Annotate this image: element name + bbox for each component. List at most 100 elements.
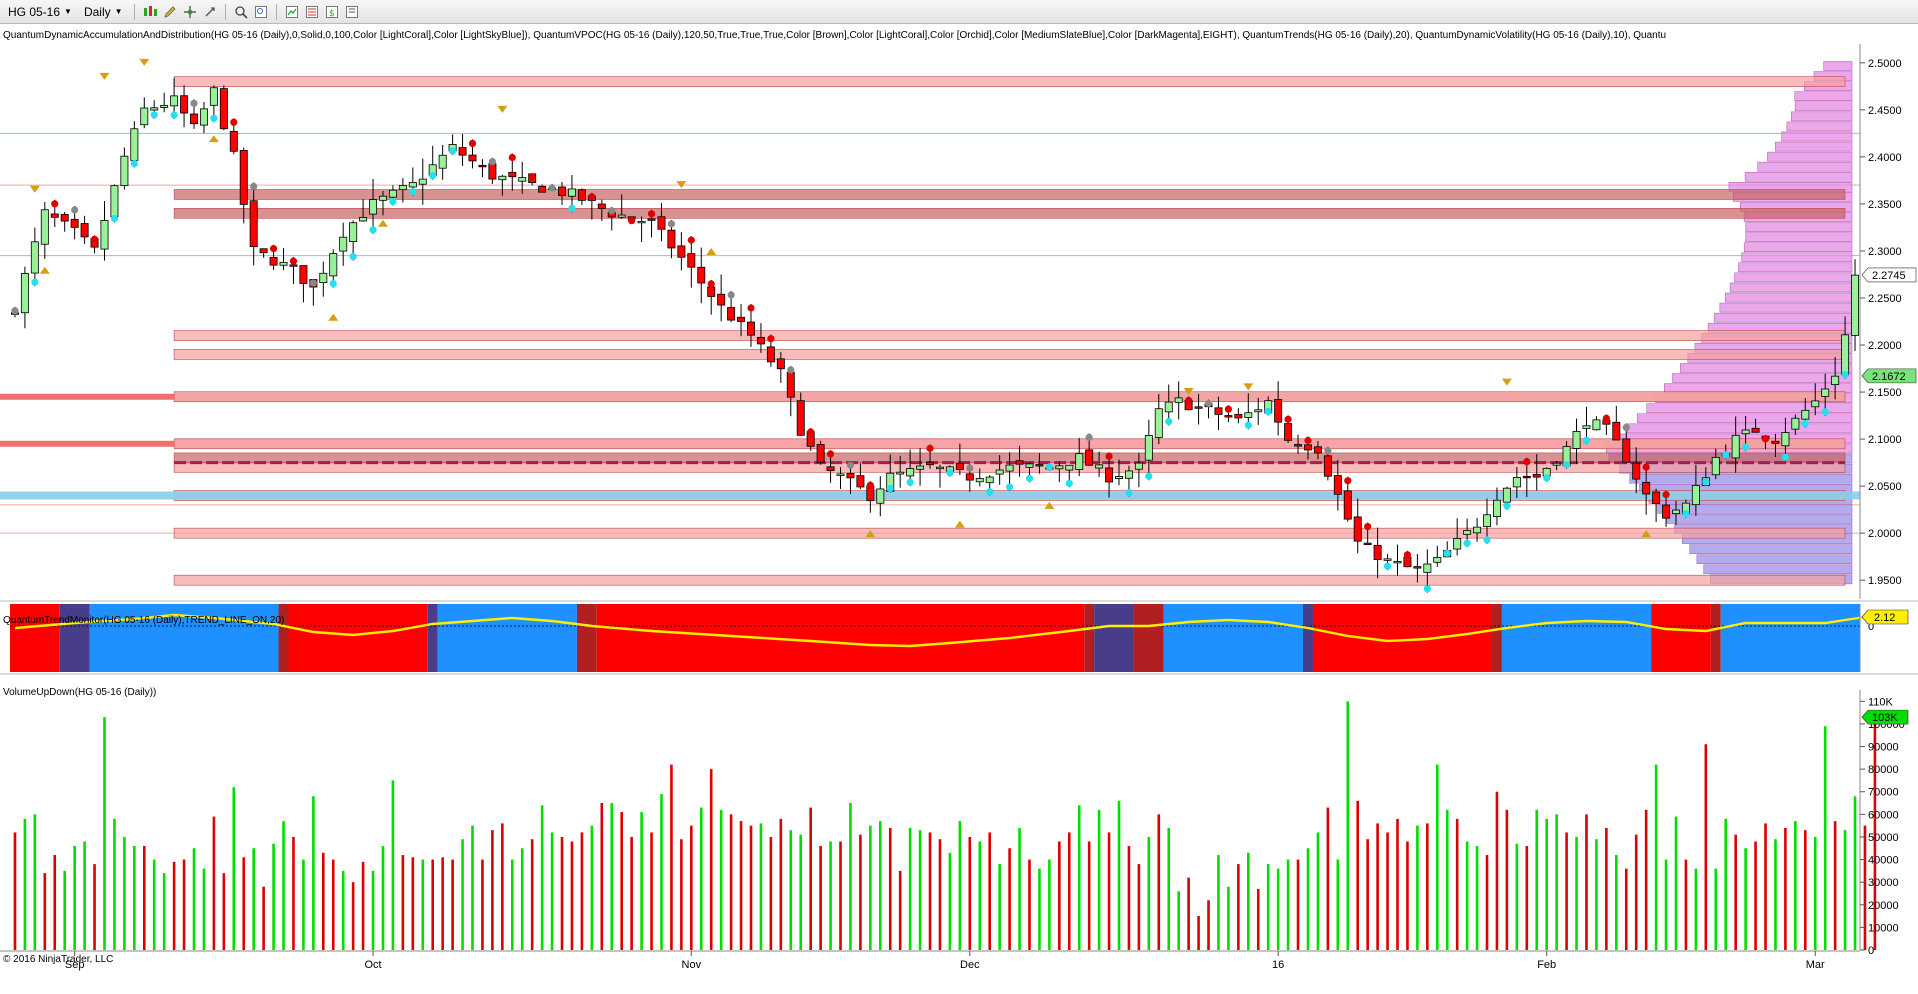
trend-dot: [1304, 436, 1312, 445]
up-candle: [20, 273, 29, 314]
volume-bar: [660, 794, 663, 950]
up-candle: [518, 177, 527, 182]
price-tick-label: 2.0000: [1868, 528, 1902, 540]
signal-arrow: [954, 520, 965, 528]
up-candle: [1582, 425, 1591, 429]
volume-panel[interactable]: 110K100000900008000070000600005000040000…: [13, 690, 1909, 957]
up-candle: [1075, 453, 1084, 470]
profile-bar: [1734, 272, 1853, 283]
volume-bar: [481, 859, 484, 950]
volume-bar: [341, 870, 345, 950]
profile-bar: [1627, 423, 1853, 434]
volume-bar: [888, 827, 892, 950]
down-candle: [1413, 566, 1422, 569]
down-candle: [558, 186, 566, 196]
volume-bar: [83, 841, 86, 950]
up-candle: [975, 478, 984, 483]
volume-bar: [1664, 859, 1668, 950]
volume-bar: [779, 818, 783, 950]
volume-bar: [451, 859, 454, 950]
up-candle: [359, 217, 368, 222]
volume-bar: [1555, 814, 1558, 950]
volume-bar: [1276, 868, 1280, 950]
trend-segment: [59, 604, 90, 672]
instrument-selector[interactable]: HG 05-16 ▼: [4, 3, 76, 21]
down-candle: [70, 218, 79, 228]
up-candle: [876, 488, 885, 504]
up-candle: [418, 178, 427, 185]
profile-bar: [1646, 403, 1853, 414]
up-candle: [40, 209, 49, 245]
volume-bar: [1127, 846, 1131, 950]
period-selector[interactable]: Daily ▼: [80, 3, 127, 21]
profile-bar: [1724, 292, 1853, 303]
profile-bar: [1757, 161, 1853, 172]
down-candle: [1353, 516, 1362, 542]
indicator-icon[interactable]: $: [324, 4, 340, 20]
down-candle: [508, 171, 517, 178]
data-box-icon[interactable]: [304, 4, 320, 20]
volume-bar: [600, 803, 604, 950]
signal-arrow: [377, 219, 388, 227]
volume-bar: [1356, 800, 1360, 950]
volume-bar: [819, 846, 822, 950]
volume-bar: [809, 807, 812, 950]
up-candle: [339, 236, 348, 252]
profile-bar: [1786, 121, 1853, 132]
down-candle: [597, 203, 606, 209]
volume-tick-label: 20000: [1868, 900, 1899, 912]
volume-bar: [1227, 886, 1230, 950]
trend-segment: [1133, 604, 1164, 672]
template-icon[interactable]: [344, 4, 360, 20]
up-candle: [1691, 485, 1700, 506]
trend-dot: [1781, 453, 1790, 461]
trend-dot: [51, 200, 59, 208]
down-candle: [458, 147, 467, 156]
signal-arrow: [706, 247, 717, 255]
trend-dot: [946, 469, 954, 477]
trend-dot: [329, 279, 337, 288]
trend-dot: [468, 139, 477, 147]
volume-bar: [53, 855, 57, 950]
up-candle: [1005, 464, 1014, 472]
volume-bar: [411, 857, 415, 950]
chart-area[interactable]: 2.5000 2.4500 2.4000 2.3500 2.3000 2.2500 2.20…: [0, 24, 1918, 994]
sr-band: [0, 440, 175, 447]
volume-bar: [680, 839, 683, 950]
up-candle: [1254, 409, 1263, 413]
volume-bar: [789, 830, 793, 950]
volume-bar: [1644, 809, 1648, 950]
volume-bar: [391, 780, 395, 950]
volume-bar: [1435, 764, 1439, 950]
down-candle: [1274, 398, 1283, 423]
volume-bar: [640, 812, 643, 950]
volume-bar: [968, 836, 972, 950]
up-candle: [1781, 432, 1790, 447]
volume-bar: [63, 870, 67, 950]
zoom-icon[interactable]: [233, 4, 249, 20]
volume-bar: [1237, 864, 1240, 950]
crosshair-icon[interactable]: [182, 4, 198, 20]
trend-dot: [588, 193, 596, 201]
bar-style-icon[interactable]: [142, 4, 158, 20]
trend-dot: [11, 307, 19, 315]
up-candle: [1134, 462, 1143, 470]
attach-icon[interactable]: [202, 4, 218, 20]
price-panel[interactable]: [0, 44, 1860, 599]
properties-icon[interactable]: [253, 4, 269, 20]
draw-pencil-icon[interactable]: [162, 4, 178, 20]
trend-dot: [210, 114, 218, 122]
trend-dot: [568, 204, 576, 212]
down-candle: [796, 400, 805, 436]
volume-bar: [610, 803, 614, 950]
signal-arrow: [29, 185, 40, 193]
volume-bar: [1018, 827, 1021, 950]
down-candle: [1035, 464, 1044, 467]
volume-bar: [1575, 836, 1578, 950]
trend-monitor-panel[interactable]: 02.12: [10, 604, 1909, 672]
trend-dot: [966, 464, 974, 472]
volume-bar: [729, 814, 733, 950]
profile-bar: [1781, 131, 1853, 142]
volume-bar: [371, 870, 375, 950]
strategy-icon[interactable]: [284, 4, 300, 20]
